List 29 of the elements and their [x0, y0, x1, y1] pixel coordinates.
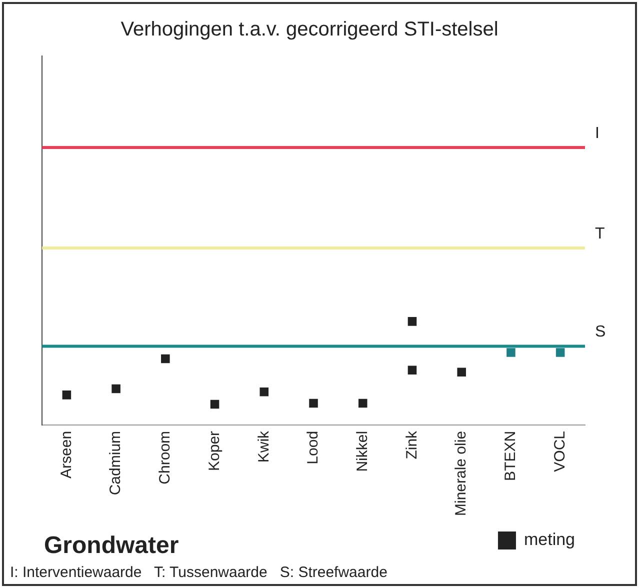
x-tick-label: Zink: [403, 430, 420, 460]
point: [309, 398, 318, 408]
point: [358, 398, 368, 408]
x-tick-label: Kwik: [255, 430, 272, 463]
x-tick-label: Lood: [304, 430, 322, 464]
x-tick-label: Minerale olie: [452, 430, 470, 516]
x-tick-label: Nikkel: [354, 430, 372, 472]
x-tick-label: Cadmium: [107, 430, 124, 496]
point: [556, 348, 565, 357]
ref-line-label: S: [595, 324, 606, 341]
x-tick-label: Arseen: [58, 430, 75, 478]
point: [62, 390, 72, 400]
ref-line-label: I: [595, 124, 600, 142]
chart-title: Verhogingen t.a.v. gecorrigeerd STI-stelsel: [120, 18, 498, 41]
x-tick-label: VOCL: [551, 430, 568, 472]
text: I: Interventiewaarde T: Tussenwaarde S: Streefwaarde: [10, 564, 388, 581]
point: [112, 384, 120, 394]
x-tick-label: Chroom: [156, 430, 174, 484]
point: [408, 366, 417, 374]
point: [161, 354, 170, 364]
x-tick-label: BTEXN: [502, 430, 520, 481]
x-tick-label: Koper: [206, 430, 223, 471]
point: [210, 400, 220, 409]
point: [260, 387, 269, 396]
text: Grondwater: [44, 532, 179, 560]
point: [457, 368, 466, 377]
legend-label: meting: [524, 530, 576, 550]
ref-line-label: T: [595, 225, 605, 242]
point: [506, 348, 516, 357]
